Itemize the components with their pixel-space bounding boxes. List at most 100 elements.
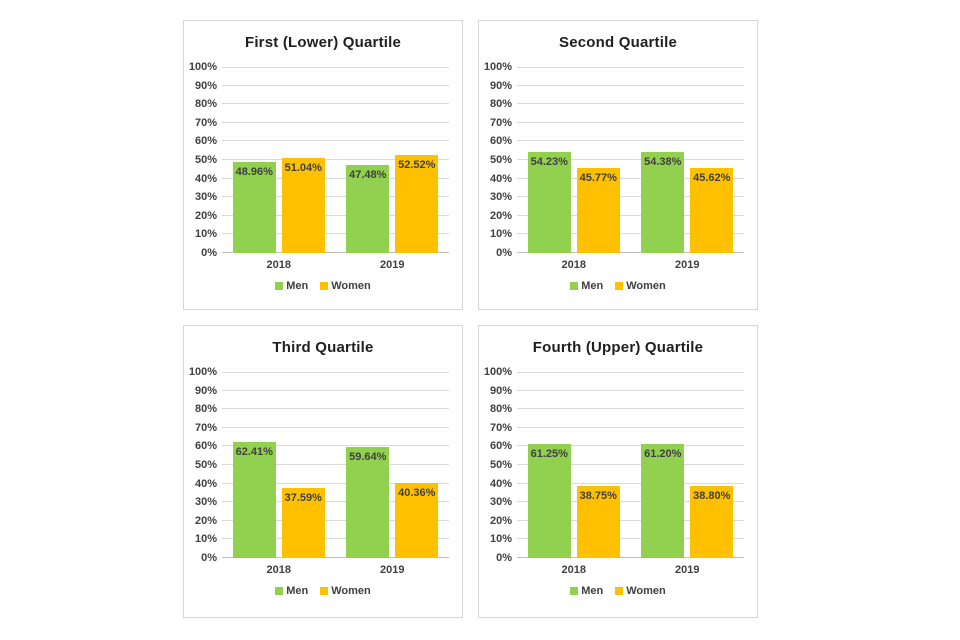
plot-area: 48.96% 51.04% 47.48% 52.52% (222, 67, 449, 253)
bar-value-label: 45.62% (693, 172, 731, 185)
gridline (222, 67, 449, 68)
y-tick-label: 10% (194, 228, 217, 241)
gridline (222, 252, 449, 253)
gridline (222, 408, 449, 410)
gridline (222, 519, 449, 521)
y-tick-label: 90% (194, 79, 217, 92)
legend-swatch-icon (320, 587, 329, 595)
gridline (222, 445, 449, 447)
bar-men-2018: 61.25% (527, 444, 571, 558)
chart-panel-4: Fourth (Upper) Quartile 0% 10% 20% 30% 40% 50… (478, 325, 758, 618)
legend-label: Women (626, 585, 666, 597)
bar-women-2018: 38.75% (576, 485, 620, 558)
gridline (222, 140, 449, 142)
y-axis: 0% 10% 20% 30% 40% 50% 60% 70% 80% 90% 100% (479, 366, 517, 564)
gridline (517, 538, 744, 540)
y-tick-label: 20% (489, 209, 512, 222)
y-tick-label: 80% (194, 403, 217, 416)
legend-swatch-icon (615, 282, 624, 290)
gridline (517, 84, 744, 86)
gridline (517, 482, 744, 484)
bar-men-2019: 61.20% (641, 444, 685, 558)
y-tick-label: 90% (489, 79, 512, 92)
y-tick-label: 30% (489, 496, 512, 509)
chart-title: Third Quartile (272, 339, 374, 356)
bars: 62.41% 37.59% 59.64% 40.36% (222, 372, 449, 558)
bar-group-2019: 54.38% 45.62% (631, 67, 745, 253)
y-tick-label: 0% (496, 247, 512, 259)
y-tick-label: 70% (194, 421, 217, 434)
x-axis-label: 2018 (561, 259, 586, 271)
gridline (517, 445, 744, 447)
legend-swatch-icon (275, 587, 284, 595)
gridline (222, 464, 449, 465)
bars: 54.23% 45.77% 54.38% 45.62% (517, 67, 744, 253)
legend-swatch-icon (570, 587, 579, 595)
bar-men-2019: 54.38% (641, 151, 685, 253)
bar-women-2018: 51.04% (281, 158, 325, 253)
x-axis-labels: 2018 2019 (517, 564, 744, 576)
bar-value-label: 37.59% (284, 492, 322, 505)
y-tick-label: 10% (489, 228, 512, 241)
y-tick-label: 0% (201, 552, 217, 564)
gridlines (517, 67, 744, 253)
bar-value-label: 38.75% (579, 489, 617, 502)
y-tick-label: 70% (489, 116, 512, 129)
bar-value-label: 38.80% (693, 489, 731, 502)
bar-value-label: 40.36% (398, 486, 436, 499)
y-tick-label: 40% (489, 172, 512, 185)
gridline (222, 196, 449, 198)
x-axis-label: 2018 (266, 564, 291, 576)
y-tick-label: 60% (489, 440, 512, 453)
bar-men-2019: 59.64% (346, 447, 390, 558)
x-axis-label: 2018 (561, 564, 586, 576)
bar-value-label: 48.96% (235, 165, 273, 178)
bar-women-2019: 52.52% (395, 155, 439, 253)
gridline (517, 426, 744, 428)
plot-area: 61.25% 38.75% 61.20% 38.80% (517, 372, 744, 558)
gridline (222, 103, 449, 105)
y-tick-label: 60% (194, 135, 217, 148)
chart-area: 0% 10% 20% 30% 40% 50% 60% 70% 80% 90% 100% 54.23%… (479, 61, 744, 259)
y-tick-label: 50% (489, 459, 512, 471)
y-tick-label: 20% (194, 209, 217, 222)
gridline (517, 121, 744, 123)
gridline (517, 389, 744, 391)
bar-men-2018: 54.23% (527, 152, 571, 253)
bar-value-label: 45.77% (579, 171, 617, 184)
bar-group-2018: 54.23% 45.77% (517, 67, 631, 253)
legend-label: Women (331, 585, 371, 597)
chart-panel-3: Third Quartile 0% 10% 20% 30% 40% 50% 60% 70% 80… (183, 325, 463, 618)
y-tick-label: 70% (194, 116, 217, 129)
gridline (517, 252, 744, 253)
y-tick-label: 90% (194, 384, 217, 397)
legend-item-men: Men (275, 280, 308, 292)
gridline (222, 557, 449, 558)
legend-item-women: Women (615, 280, 666, 292)
y-tick-label: 20% (194, 514, 217, 527)
legend-item-women: Women (615, 585, 666, 597)
y-tick-label: 60% (194, 440, 217, 453)
gridlines (517, 372, 744, 558)
legend-label: Men (286, 585, 309, 597)
chart-area: 0% 10% 20% 30% 40% 50% 60% 70% 80% 90% 100% 61.25%… (479, 366, 744, 564)
y-tick-label: 0% (201, 247, 217, 259)
gridline (517, 67, 744, 68)
x-axis-label: 2019 (380, 259, 405, 271)
x-axis-label: 2019 (380, 564, 405, 576)
y-tick-label: 50% (194, 459, 217, 471)
legend-swatch-icon (570, 282, 579, 290)
bar-value-label: 54.23% (530, 156, 568, 169)
gridline (222, 426, 449, 428)
x-axis-labels: 2018 2019 (517, 259, 744, 271)
bar-value-label: 47.48% (349, 168, 387, 181)
x-axis-label: 2019 (675, 564, 700, 576)
gridline (517, 196, 744, 198)
gridline (222, 501, 449, 503)
legend-label: Men (286, 280, 309, 292)
x-axis-labels: 2018 2019 (222, 259, 449, 271)
gridline (517, 408, 744, 410)
y-tick-label: 100% (188, 366, 217, 378)
bar-value-label: 62.41% (235, 445, 273, 458)
y-tick-label: 90% (489, 384, 512, 397)
